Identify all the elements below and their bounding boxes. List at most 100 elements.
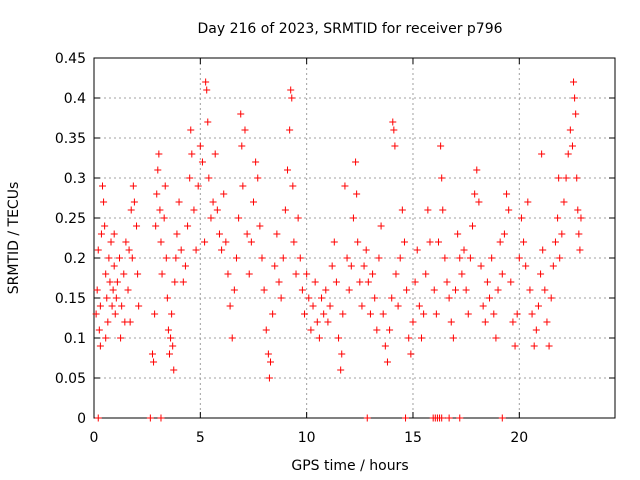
data-point bbox=[524, 198, 532, 206]
data-point bbox=[163, 294, 171, 302]
x-tick-label: 10 bbox=[298, 430, 316, 446]
data-point bbox=[277, 294, 285, 302]
data-point bbox=[172, 254, 180, 262]
data-point bbox=[411, 278, 419, 286]
data-point bbox=[464, 310, 472, 318]
data-point bbox=[311, 278, 319, 286]
data-point bbox=[452, 286, 460, 294]
data-point bbox=[456, 254, 464, 262]
data-point bbox=[400, 238, 408, 246]
data-point bbox=[128, 254, 136, 262]
data-point bbox=[394, 302, 402, 310]
data-point bbox=[120, 270, 128, 278]
y-axis-label: SRMTID / TECUs bbox=[6, 182, 22, 295]
data-point bbox=[158, 270, 166, 278]
data-point bbox=[196, 142, 204, 150]
data-point bbox=[188, 150, 196, 158]
data-point bbox=[241, 126, 249, 134]
y-tick-label: 0.05 bbox=[55, 371, 86, 387]
ticks-layer: 0 0.05 0.1 0.15 0.2 0.25 0.3 0.35 0.4 0.45 0 5 10 15 2… bbox=[55, 51, 615, 446]
data-point bbox=[494, 286, 502, 294]
data-point bbox=[375, 254, 383, 262]
data-point bbox=[326, 302, 334, 310]
data-point bbox=[94, 246, 102, 254]
data-point bbox=[571, 94, 579, 102]
data-point bbox=[445, 414, 453, 422]
data-point bbox=[358, 302, 366, 310]
data-point bbox=[157, 238, 165, 246]
data-point bbox=[528, 310, 536, 318]
data-point bbox=[187, 126, 195, 134]
data-point bbox=[179, 278, 187, 286]
data-point bbox=[264, 350, 272, 358]
data-point bbox=[439, 206, 447, 214]
data-point bbox=[198, 158, 206, 166]
data-point bbox=[92, 310, 100, 318]
y-tick-label: 0.45 bbox=[55, 51, 86, 67]
data-point bbox=[568, 142, 576, 150]
data-point bbox=[441, 254, 449, 262]
data-point bbox=[547, 294, 555, 302]
data-point bbox=[377, 222, 385, 230]
data-point bbox=[417, 334, 425, 342]
data-point bbox=[322, 286, 330, 294]
y-tick-label: 0.35 bbox=[55, 131, 86, 147]
data-point bbox=[110, 262, 118, 270]
data-point bbox=[309, 302, 317, 310]
data-point bbox=[447, 318, 455, 326]
data-point bbox=[177, 246, 185, 254]
data-point bbox=[471, 190, 479, 198]
data-point bbox=[117, 334, 125, 342]
data-point bbox=[184, 222, 192, 230]
data-point bbox=[324, 318, 332, 326]
data-point bbox=[127, 206, 135, 214]
data-point bbox=[424, 206, 432, 214]
data-point bbox=[122, 238, 130, 246]
data-point bbox=[409, 318, 417, 326]
data-point bbox=[209, 198, 217, 206]
data-point bbox=[388, 294, 396, 302]
data-point bbox=[110, 230, 118, 238]
data-point bbox=[430, 286, 438, 294]
data-point bbox=[554, 214, 562, 222]
data-point bbox=[289, 182, 297, 190]
data-point bbox=[481, 318, 489, 326]
data-point bbox=[213, 206, 221, 214]
data-point bbox=[118, 302, 126, 310]
data-point bbox=[106, 278, 114, 286]
data-point bbox=[562, 174, 570, 182]
data-point bbox=[564, 150, 572, 158]
data-point bbox=[545, 342, 553, 350]
data-point bbox=[215, 230, 223, 238]
data-point bbox=[389, 118, 397, 126]
data-point bbox=[458, 270, 466, 278]
data-point bbox=[247, 238, 255, 246]
data-point bbox=[320, 310, 328, 318]
y-tick-label: 0.25 bbox=[55, 211, 86, 227]
data-point bbox=[505, 206, 513, 214]
data-point bbox=[267, 358, 275, 366]
x-tick-label: 5 bbox=[196, 430, 205, 446]
data-point bbox=[522, 262, 530, 270]
data-point bbox=[294, 214, 302, 222]
data-point bbox=[475, 198, 483, 206]
data-point bbox=[307, 326, 315, 334]
points-layer bbox=[92, 78, 585, 422]
data-point bbox=[116, 254, 124, 262]
data-point bbox=[94, 414, 102, 422]
data-point bbox=[392, 270, 400, 278]
data-point bbox=[107, 238, 115, 246]
data-point bbox=[573, 174, 581, 182]
data-point bbox=[238, 142, 246, 150]
data-point bbox=[173, 230, 181, 238]
data-point bbox=[415, 302, 423, 310]
x-tick-label: 0 bbox=[90, 430, 99, 446]
data-point bbox=[479, 302, 487, 310]
data-point bbox=[186, 174, 194, 182]
data-point bbox=[335, 334, 343, 342]
grid-layer bbox=[94, 58, 615, 418]
data-point bbox=[135, 302, 143, 310]
data-point bbox=[386, 326, 394, 334]
data-point bbox=[101, 222, 109, 230]
data-point bbox=[396, 254, 404, 262]
